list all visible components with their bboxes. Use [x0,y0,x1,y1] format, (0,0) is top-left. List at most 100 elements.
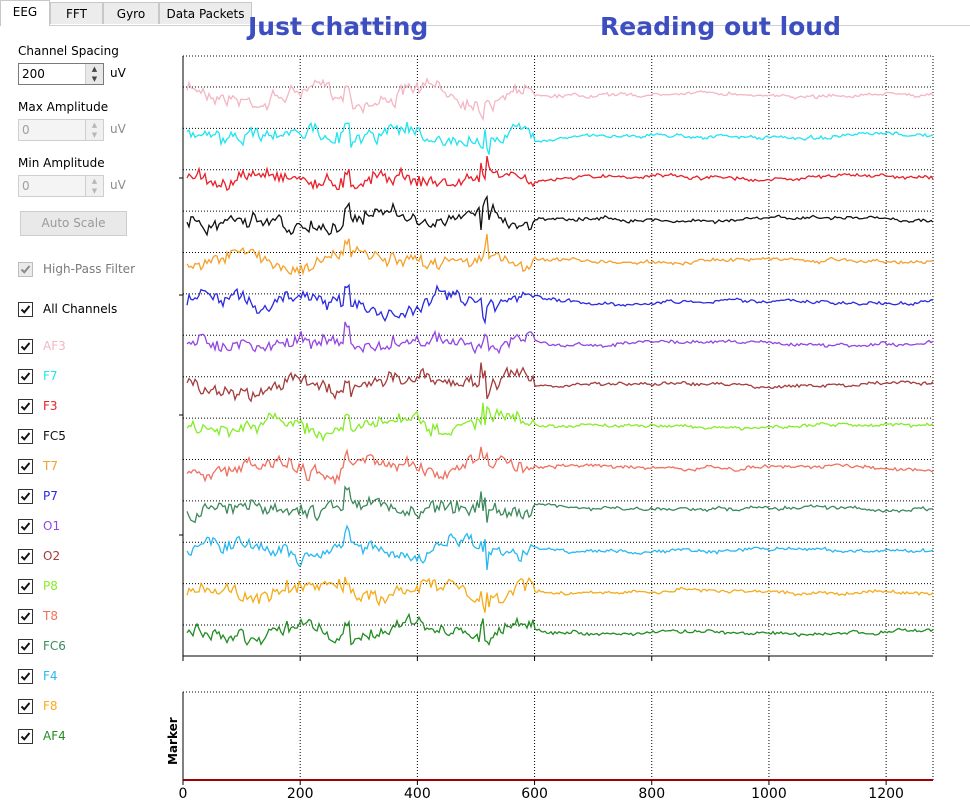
eeg-traces [186,77,934,646]
checkmark-icon [20,372,31,381]
tab-fft[interactable]: FFT [50,2,103,24]
eeg-trace-f4 [186,524,934,571]
eeg-trace-t8 [186,446,934,486]
checkmark-icon [20,432,31,441]
channel-label: P8 [43,579,58,593]
channel-label: O1 [43,519,61,533]
checkmark-icon [20,492,31,501]
tab-gyro[interactable]: Gyro [103,2,159,24]
channel-label: AF4 [43,729,66,743]
x-tick-label: 1000 [751,786,787,802]
checkmark-icon [20,552,31,561]
min-amplitude-label: Min Amplitude [18,156,105,170]
auto-scale-button[interactable]: Auto Scale [20,211,127,236]
x-tick-label: 1200 [868,786,904,802]
checkbox-box[interactable] [18,399,33,414]
max-amplitude-value: 0 [22,123,30,137]
eeg-trace-af4 [186,612,934,646]
spin-down-icon[interactable]: ▼ [86,74,103,84]
checkbox-box[interactable] [18,519,33,534]
checkbox-box[interactable] [18,609,33,624]
eeg-trace-fc6 [186,485,933,524]
checkmark-icon [20,672,31,681]
eeg-trace-o1 [186,321,934,355]
high-pass-filter-label: High-Pass Filter [43,262,135,276]
checkbox-box[interactable] [18,549,33,564]
checkbox-box[interactable] [18,669,33,684]
checkbox-box[interactable] [18,639,33,654]
channel-label: F7 [43,369,58,383]
channel-label: AF3 [43,339,66,353]
eeg-trace-p7 [186,283,934,325]
checkbox-box[interactable] [18,302,33,317]
tab-bar: EEG FFT Gyro Data Packets [0,0,970,26]
channel-spacing-unit: uV [110,66,126,80]
x-tick-label: 800 [638,786,665,802]
checkmark-icon [20,402,31,411]
channel-label: FC5 [43,429,66,443]
spinner-buttons: ▲ ▼ [85,64,103,84]
spin-down-icon[interactable]: ▼ [86,186,103,196]
channel-label: T8 [43,609,58,623]
checkmark-icon [20,462,31,471]
max-amplitude-spinner[interactable]: 0 ▲ ▼ [18,119,104,141]
x-axis-ticks: 0 200 400 600 800 1000 1200 [179,786,904,802]
checkbox-box[interactable] [18,262,33,277]
channel-label: F4 [43,669,58,683]
eeg-trace-af3 [186,77,934,122]
checkmark-icon [20,305,31,314]
marker-panel: Marker [166,717,180,765]
eeg-trace-f3 [186,155,934,192]
checkmark-icon [20,582,31,591]
channel-label: T7 [43,459,58,473]
checkmark-icon [20,612,31,621]
x-tick-label: 400 [404,786,431,802]
annotation-just-chatting: Just chatting [248,12,429,41]
min-amplitude-value: 0 [22,179,30,193]
eeg-trace-f8 [186,576,934,613]
spinner-buttons: ▲ ▼ [85,176,103,196]
channel-label: F3 [43,399,58,413]
x-tick-label: 0 [179,786,188,802]
annotation-reading-out-loud: Reading out loud [600,12,842,41]
x-tick-label: 200 [287,786,314,802]
checkmark-icon [20,732,31,741]
channel-spacing-label: Channel Spacing [18,44,119,58]
checkbox-box[interactable] [18,459,33,474]
channel-spacing-value: 200 [22,67,45,81]
max-amplitude-unit: uV [110,122,126,136]
checkbox-box[interactable] [18,699,33,714]
min-amplitude-unit: uV [110,178,126,192]
tab-strip-divider [0,25,970,26]
spinner-buttons: ▲ ▼ [85,120,103,140]
eeg-trace-fc5 [186,194,934,237]
checkbox-box[interactable] [18,489,33,504]
channel-label: F8 [43,699,58,713]
checkmark-icon [20,702,31,711]
channel-label: P7 [43,489,58,503]
plot-frame [182,55,934,657]
checkbox-box[interactable] [18,369,33,384]
eeg-trace-o2 [186,362,934,403]
checkmark-icon [20,342,31,351]
channel-label: FC6 [43,639,66,653]
tab-data-packets[interactable]: Data Packets [159,2,252,24]
checkmark-icon [20,642,31,651]
checkbox-box[interactable] [18,429,33,444]
eeg-trace-t7 [186,233,934,276]
checkmark-icon [20,522,31,531]
all-channels-label: All Channels [43,302,118,316]
channel-label: O2 [43,549,61,563]
x-tick-label: 600 [521,786,548,802]
spin-down-icon[interactable]: ▼ [86,130,103,140]
checkmark-icon [20,265,31,274]
marker-axis-label: Marker [166,717,180,765]
checkbox-box[interactable] [18,339,33,354]
checkbox-box[interactable] [18,579,33,594]
tab-eeg[interactable]: EEG [0,0,50,26]
eeg-trace-f7 [186,121,934,155]
checkbox-box[interactable] [18,729,33,744]
min-amplitude-spinner[interactable]: 0 ▲ ▼ [18,175,104,197]
channel-spacing-spinner[interactable]: 200 ▲ ▼ [18,63,104,85]
